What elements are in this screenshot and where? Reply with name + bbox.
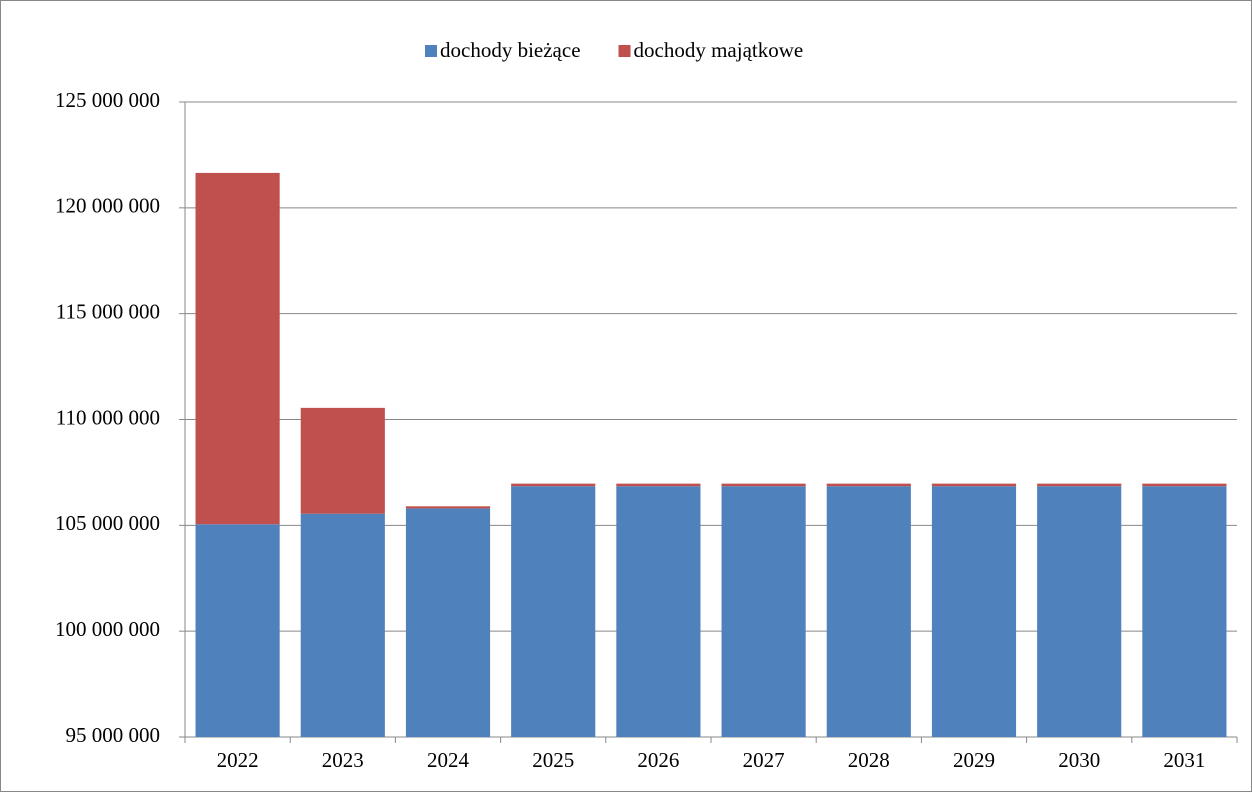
x-tick-label: 2029 — [953, 748, 995, 772]
x-tick-label: 2022 — [217, 748, 259, 772]
legend-swatch — [425, 45, 437, 57]
legend-label: dochody majątkowe — [634, 38, 804, 62]
bar-segment — [616, 486, 701, 737]
x-tick-label: 2026 — [637, 748, 679, 772]
bar-segment — [616, 483, 701, 487]
x-tick-label: 2023 — [322, 748, 364, 772]
bar-segment — [826, 483, 911, 487]
bar-segment — [405, 506, 491, 509]
bar-segment — [300, 407, 385, 514]
y-tick-label: 125 000 000 — [55, 88, 160, 112]
bar-segment — [1037, 483, 1122, 487]
bar-segment — [511, 486, 596, 737]
y-tick-label: 110 000 000 — [56, 405, 160, 429]
y-tick-label: 120 000 000 — [55, 194, 160, 218]
bar-segment — [1142, 483, 1227, 487]
legend-swatch — [618, 45, 631, 57]
bar-segment — [931, 486, 1017, 737]
y-tick-label: 115 000 000 — [56, 299, 160, 323]
bar-segment — [1037, 486, 1122, 737]
x-tick-label: 2025 — [532, 748, 574, 772]
x-tick-label: 2024 — [427, 748, 470, 772]
x-tick-label: 2030 — [1058, 748, 1100, 772]
bar-segment — [511, 483, 596, 487]
x-tick-label: 2027 — [743, 748, 785, 772]
bar-segment — [826, 486, 911, 737]
y-tick-label: 95 000 000 — [66, 723, 161, 747]
bar-segment — [195, 172, 280, 525]
legend-label: dochody bieżące — [440, 38, 581, 62]
y-tick-label: 100 000 000 — [55, 617, 160, 641]
bar-segment — [721, 486, 806, 737]
bar-segment — [405, 508, 491, 737]
bar-segment — [931, 483, 1017, 487]
x-tick-label: 2031 — [1163, 748, 1205, 772]
bar-segment — [721, 483, 806, 487]
y-tick-label: 105 000 000 — [55, 511, 160, 535]
bar-segment — [195, 524, 280, 737]
bar-segment — [300, 513, 385, 737]
bar-segment — [1142, 486, 1227, 737]
x-tick-label: 2028 — [848, 748, 890, 772]
